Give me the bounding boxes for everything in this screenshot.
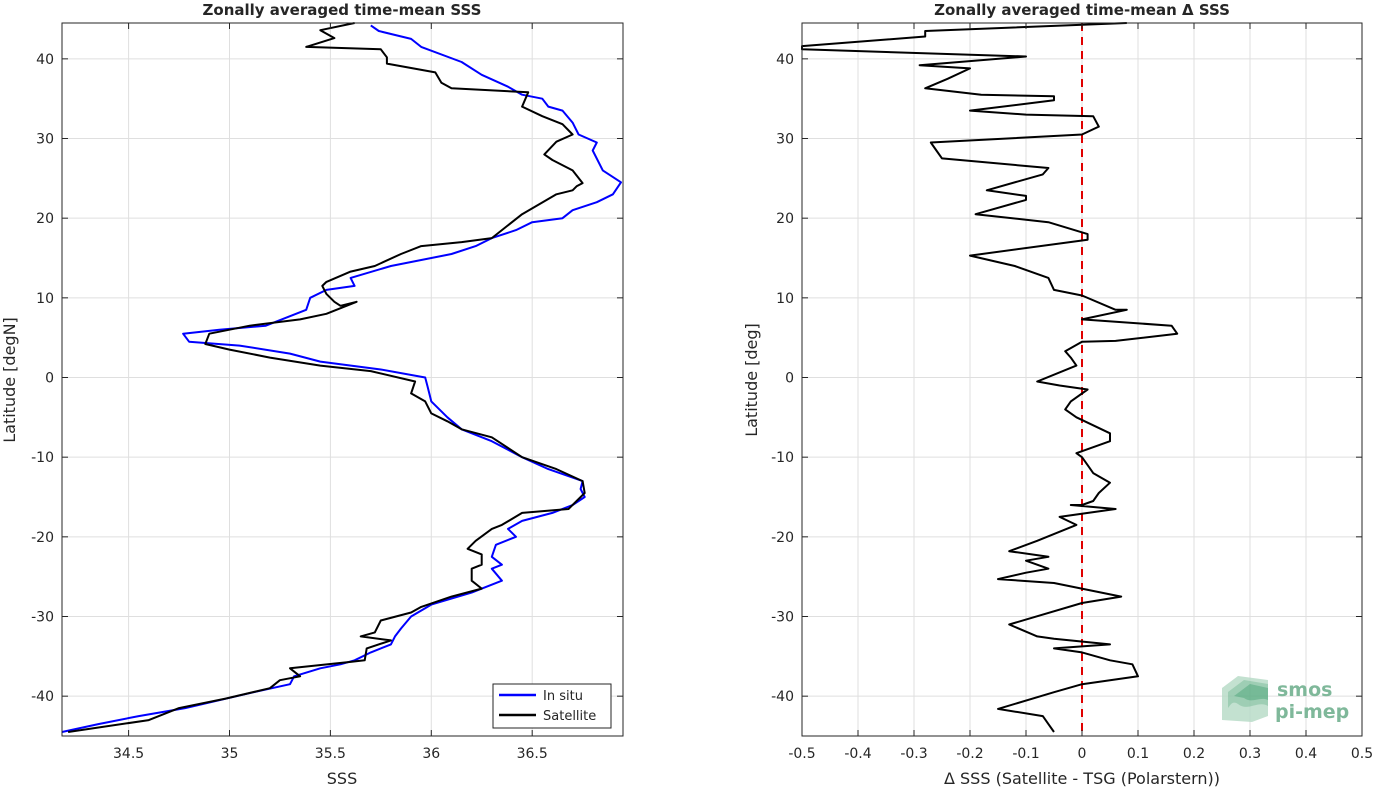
right-series-layer <box>801 22 1179 736</box>
right-x-tick-label: 0.4 <box>1295 746 1317 762</box>
right-x-tick-label: 0.5 <box>1351 746 1373 762</box>
right-x-tick-label: -0.1 <box>1012 746 1039 762</box>
left-plot-background <box>62 23 623 736</box>
right-x-tick-label: 0.1 <box>1127 746 1149 762</box>
legend-box <box>492 683 612 729</box>
right-y-tick-label: 10 <box>776 291 794 307</box>
left-series-layer <box>61 22 622 733</box>
left-y-tick-label: 0 <box>45 371 54 387</box>
left-chart-title: Zonally averaged time-mean SSS <box>203 1 482 19</box>
left-x-tick-label: 35 <box>221 746 239 762</box>
right-y-tick-label: -20 <box>771 530 794 546</box>
left-y-tick-label: 30 <box>36 132 54 148</box>
right-x-axis-label: Δ SSS (Satellite - TSG (Polarstern)) <box>944 769 1220 788</box>
left-ticks: 34.5 35 35.5 36 36.5 -40 -30 -20 -10 0 10 20 30 40 <box>31 23 623 762</box>
left-y-tick-label: -40 <box>31 689 54 705</box>
left-series-line-satellite <box>67 22 586 733</box>
left-plot-frame <box>61 22 624 737</box>
left-x-tick-label: 34.5 <box>113 746 144 762</box>
legend: In situ Satellite <box>492 683 612 729</box>
right-chart-title: Zonally averaged time-mean Δ SSS <box>934 1 1230 19</box>
right-x-tick-label: -0.2 <box>956 746 983 762</box>
left-y-tick-label: 10 <box>36 291 54 307</box>
left-y-tick-label: -20 <box>31 530 54 546</box>
right-x-tick-label: 0 <box>1078 746 1087 762</box>
logo-mark-icon <box>1222 676 1268 722</box>
left-x-tick-label: 36 <box>422 746 440 762</box>
right-y-tick-label: -30 <box>771 610 794 626</box>
left-x-axis-label: SSS <box>327 769 357 788</box>
left-x-tick-label: 35.5 <box>315 746 346 762</box>
right-y-tick-label: -10 <box>771 450 794 466</box>
right-x-tick-label: -0.5 <box>788 746 815 762</box>
left-y-tick-label: 20 <box>36 211 54 227</box>
left-y-tick-label: -30 <box>31 610 54 626</box>
right-y-tick-label: 30 <box>776 132 794 148</box>
right-x-tick-label: -0.4 <box>844 746 871 762</box>
left-y-axis-label: Latitude [degN] <box>0 317 19 443</box>
legend-in-situ-label: In situ <box>543 689 583 704</box>
right-series-line-delta-sss <box>801 22 1179 733</box>
right-y-axis-label: Latitude [deg] <box>742 323 761 437</box>
logo-line2: pi-mep <box>1275 701 1349 723</box>
right-x-tick-label: 0.3 <box>1239 746 1261 762</box>
legend-satellite-label: Satellite <box>543 709 596 724</box>
right-y-tick-label: 40 <box>776 52 794 68</box>
left-series-line-in-situ <box>61 24 622 733</box>
left-grid <box>62 23 623 736</box>
logo-line1: smos <box>1277 679 1332 701</box>
right-ticks: -0.5 -0.4 -0.3 -0.2 -0.1 0 0.1 0.2 0.3 0.4 0.5 -40 -… <box>771 23 1373 762</box>
left-x-tick-label: 36.5 <box>517 746 548 762</box>
right-x-tick-label: 0.2 <box>1183 746 1205 762</box>
left-y-tick-label: -10 <box>31 450 54 466</box>
left-y-tick-label: 40 <box>36 52 54 68</box>
right-y-tick-label: -40 <box>771 689 794 705</box>
right-x-tick-label: -0.3 <box>900 746 927 762</box>
right-y-tick-label: 20 <box>776 211 794 227</box>
right-chart-panel: -0.5 -0.4 -0.3 -0.2 -0.1 0 0.1 0.2 0.3 0.4 0.5 -40 -… <box>742 1 1373 788</box>
right-y-tick-label: 0 <box>785 371 794 387</box>
smos-pi-mep-logo: smos pi-mep <box>1222 676 1349 723</box>
left-chart-panel: 34.5 35 35.5 36 36.5 -40 -30 -20 -10 0 10 20 30 40 Zo… <box>0 1 624 788</box>
